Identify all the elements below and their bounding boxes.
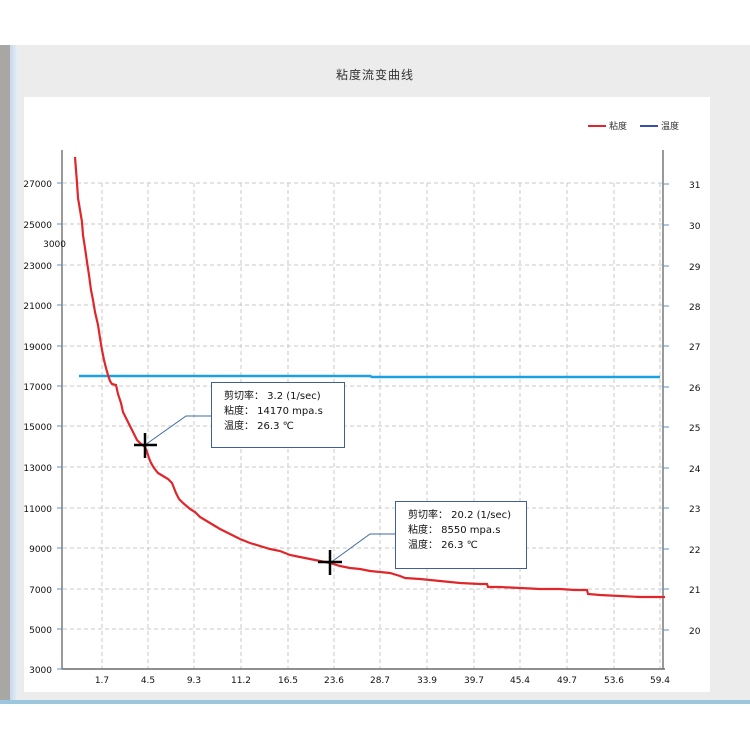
legend-swatch-temperature <box>640 124 658 127</box>
svg-text:59.4: 59.4 <box>650 676 670 686</box>
svg-text:22: 22 <box>689 546 700 556</box>
left-axis-labels: 27000 25000 23000 21000 19000 17000 1500… <box>23 180 52 676</box>
callout-2-shear-rate: 剪切率： 20.2 (1/sec) <box>408 510 512 521</box>
vertical-gridlines <box>101 183 661 669</box>
svg-text:45.4: 45.4 <box>510 676 530 686</box>
svg-text:39.7: 39.7 <box>464 676 484 686</box>
svg-text:27: 27 <box>689 343 700 353</box>
svg-text:11000: 11000 <box>23 505 52 515</box>
right-axis-ticks <box>663 183 669 631</box>
window-left-border-highlight <box>10 45 18 700</box>
callout-1-shear-rate: 剪切率： 3.2 (1/sec) <box>224 391 321 402</box>
callout-2-temperature: 温度： 26.3 ℃ <box>408 540 478 551</box>
svg-text:3000: 3000 <box>29 666 52 676</box>
svg-text:19000: 19000 <box>23 343 52 353</box>
x-axis-labels: 1.7 4.5 9.3 11.2 16.5 23.6 28.7 33.9 39.… <box>95 676 670 686</box>
svg-text:33.9: 33.9 <box>417 676 437 686</box>
svg-text:30: 30 <box>689 222 701 232</box>
svg-text:25: 25 <box>689 424 700 434</box>
temperature-series-line <box>79 374 660 379</box>
callout-1-viscosity: 粘度： 14170 mpa.s <box>224 406 323 417</box>
window-bottom-border <box>0 700 750 704</box>
callout-1-leader <box>144 415 211 446</box>
svg-text:11.2: 11.2 <box>231 676 251 686</box>
legend-item-temperature: 温度 <box>640 119 679 132</box>
crosshair-marker-1 <box>134 433 157 458</box>
callout-2-leader <box>329 533 395 564</box>
legend-label-temperature: 温度 <box>661 122 680 132</box>
data-point-callout-1: 剪切率： 3.2 (1/sec) 粘度： 14170 mpa.s 温度： 26.… <box>211 382 345 448</box>
callout-1-temperature: 温度： 26.3 ℃ <box>224 421 294 432</box>
svg-text:23000: 23000 <box>23 262 52 272</box>
callout-2-viscosity: 粘度： 8550 mpa.s <box>408 525 501 536</box>
svg-text:21: 21 <box>689 586 700 596</box>
svg-text:26: 26 <box>689 384 701 394</box>
legend-item-viscosity: 粘度 <box>588 119 627 132</box>
svg-text:29: 29 <box>689 263 701 273</box>
svg-text:13000: 13000 <box>23 464 52 474</box>
svg-text:1.7: 1.7 <box>95 676 109 686</box>
svg-text:20: 20 <box>689 627 701 637</box>
svg-text:15000: 15000 <box>23 423 52 433</box>
left-axis-ticks <box>57 182 62 670</box>
svg-text:28.7: 28.7 <box>370 676 390 686</box>
svg-text:23: 23 <box>689 505 700 515</box>
data-point-callout-2: 剪切率： 20.2 (1/sec) 粘度： 8550 mpa.s 温度： 26.… <box>395 501 527 569</box>
svg-text:53.6: 53.6 <box>604 676 624 686</box>
svg-text:9000: 9000 <box>29 545 52 555</box>
svg-text:16.5: 16.5 <box>278 676 298 686</box>
svg-text:24: 24 <box>689 465 701 475</box>
svg-text:9.3: 9.3 <box>187 676 201 686</box>
chart-title: 粘度流变曲线 <box>335 68 414 82</box>
viscosity-series-line <box>73 156 665 599</box>
legend-label-viscosity: 粘度 <box>609 122 628 132</box>
stray-axis-label: 3000 <box>43 240 66 250</box>
svg-text:27000: 27000 <box>23 180 52 190</box>
svg-text:23.6: 23.6 <box>324 676 344 686</box>
svg-text:5000: 5000 <box>29 626 52 636</box>
horizontal-gridlines <box>63 182 663 630</box>
svg-text:31: 31 <box>689 181 700 191</box>
svg-text:7000: 7000 <box>29 586 52 596</box>
svg-text:28: 28 <box>689 303 701 313</box>
plot-panel <box>24 97 710 692</box>
crosshair-marker-2 <box>318 550 342 575</box>
svg-text:49.7: 49.7 <box>557 676 577 686</box>
svg-text:25000: 25000 <box>23 221 52 231</box>
svg-text:17000: 17000 <box>23 383 52 393</box>
window-left-border <box>0 45 10 700</box>
right-axis-labels: 31 30 29 28 27 26 25 24 23 22 21 20 <box>689 181 701 637</box>
svg-text:21000: 21000 <box>23 302 52 312</box>
legend-swatch-viscosity <box>588 124 606 127</box>
svg-text:4.5: 4.5 <box>141 676 155 686</box>
